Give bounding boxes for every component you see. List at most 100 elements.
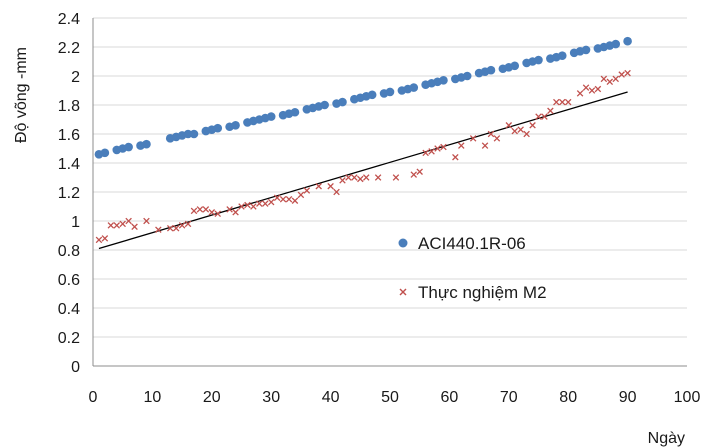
aci440-point — [290, 107, 300, 117]
thuc-nghiem-point — [273, 194, 281, 202]
thuc-nghiem-point — [505, 122, 513, 129]
thuc-nghiem-point — [125, 217, 132, 225]
aci440-point — [124, 142, 133, 152]
thuc-nghiem-point — [458, 142, 465, 149]
thuc-nghiem-point — [618, 71, 625, 78]
x-tick-label: 20 — [203, 389, 221, 406]
thuc-nghiem-point — [95, 236, 103, 244]
thuc-nghiem-point — [250, 203, 257, 210]
thuc-nghiem-point — [351, 174, 358, 181]
y-tick-label: 2.2 — [58, 40, 80, 57]
aci440-point — [367, 90, 377, 100]
series-thuc-nghiem-m2 — [95, 69, 631, 244]
aci440-point — [486, 65, 496, 75]
thuc-nghiem-point — [262, 200, 269, 207]
aci440-point — [338, 97, 347, 107]
x-tick-label: 100 — [674, 389, 701, 406]
aci440-point — [266, 112, 276, 121]
thuc-nghiem-point — [303, 187, 311, 194]
aci440-point — [189, 129, 199, 139]
horizontal-gridlines — [93, 17, 687, 338]
thuc-nghiem-point — [226, 206, 233, 213]
thuc-nghiem-point — [487, 130, 495, 138]
thuc-nghiem-point — [559, 98, 566, 106]
y-tick-label: 2.4 — [58, 11, 80, 28]
thuc-nghiem-point — [582, 84, 590, 91]
thuc-nghiem-point — [553, 98, 560, 106]
x-tick-label: 70 — [500, 389, 518, 406]
y-tick-label: 2 — [71, 69, 80, 86]
thuc-nghiem-point — [362, 174, 370, 181]
axes — [92, 18, 687, 367]
aci440-point — [439, 76, 448, 85]
thuc-nghiem-point — [279, 195, 287, 203]
thuc-nghiem-point — [624, 69, 631, 77]
y-tick-label: 1 — [71, 214, 80, 231]
legend-label-aci440: ACI440.1R-06 — [418, 234, 526, 253]
x-tick-labels: 0 10 20 30 40 50 60 70 80 90 100 — [89, 389, 701, 406]
thuc-nghiem-point — [232, 209, 239, 216]
aci440-point — [623, 36, 632, 46]
legend-label-thuc-nghiem: Thực nghiệm M2 — [418, 283, 547, 302]
aci440-point — [231, 121, 240, 130]
legend-item-thuc-nghiem: Thực nghiệm M2 — [399, 283, 547, 302]
x-tick-label: 80 — [559, 389, 577, 406]
thuc-nghiem-point — [202, 206, 210, 213]
thuc-nghiem-point — [256, 200, 263, 207]
x-tick-label: 50 — [381, 389, 399, 406]
aci440-point — [385, 87, 395, 97]
thuc-nghiem-point — [422, 149, 429, 157]
linear-trendline — [98, 91, 628, 250]
x-tick-label: 40 — [322, 389, 340, 406]
aci440-point — [611, 39, 621, 49]
thuc-nghiem-point — [131, 223, 138, 231]
thuc-nghiem-point — [606, 78, 614, 86]
thuc-nghiem-point — [107, 222, 115, 229]
y-axis-title: Độ võng -mm — [13, 47, 30, 143]
y-tick-label: 0 — [71, 359, 80, 376]
thuc-nghiem-point — [511, 127, 518, 135]
thuc-nghiem-point — [410, 171, 418, 178]
legend: ACI440.1R-06 Thực nghiệm M2 — [398, 234, 547, 302]
thuc-nghiem-point — [285, 195, 293, 203]
aci440-point — [462, 71, 472, 81]
thuc-nghiem-point — [529, 122, 536, 129]
thuc-nghiem-point — [333, 188, 340, 196]
thuc-nghiem-point — [339, 177, 346, 184]
thuc-nghiem-point — [547, 107, 554, 115]
aci440-point — [100, 148, 110, 158]
thuc-nghiem-point — [345, 174, 352, 181]
thuc-nghiem-point — [238, 203, 245, 210]
thuc-nghiem-point — [523, 130, 530, 138]
x-tick-label: 10 — [144, 389, 162, 406]
y-tick-label: 0.4 — [58, 301, 80, 318]
thuc-nghiem-point — [469, 135, 477, 142]
legend-marker-circle — [398, 238, 408, 248]
aci440-point — [557, 51, 567, 60]
thuc-nghiem-point — [178, 222, 186, 229]
y-tick-label: 1.2 — [58, 185, 80, 202]
trendline — [98, 91, 628, 250]
thuc-nghiem-point — [576, 90, 584, 97]
thuc-nghiem-point — [155, 226, 162, 233]
thuc-nghiem-point — [374, 174, 382, 181]
thuc-nghiem-point — [600, 75, 608, 83]
y-tick-label: 1.6 — [58, 127, 80, 144]
thuc-nghiem-point — [244, 201, 251, 209]
y-tick-label: 1.8 — [58, 98, 80, 115]
x-tick-label: 90 — [619, 389, 637, 406]
thuc-nghiem-point — [172, 224, 180, 232]
y-tick-labels: 0 0.2 0.4 0.6 0.8 1 1.2 1.4 1.6 1.8 2 2.2 2.4 — [58, 11, 80, 376]
y-tick-label: 1.4 — [58, 156, 80, 173]
aci440-point — [510, 61, 520, 71]
x-tick-label: 60 — [441, 389, 459, 406]
thuc-nghiem-point — [612, 75, 619, 83]
aci440-point — [409, 83, 419, 92]
aci440-point — [320, 100, 329, 110]
thuc-nghiem-point — [113, 222, 121, 229]
aci440-point — [534, 55, 543, 65]
aci440-point — [183, 129, 193, 139]
legend-item-aci440: ACI440.1R-06 — [398, 234, 526, 253]
thuc-nghiem-point — [588, 87, 596, 94]
